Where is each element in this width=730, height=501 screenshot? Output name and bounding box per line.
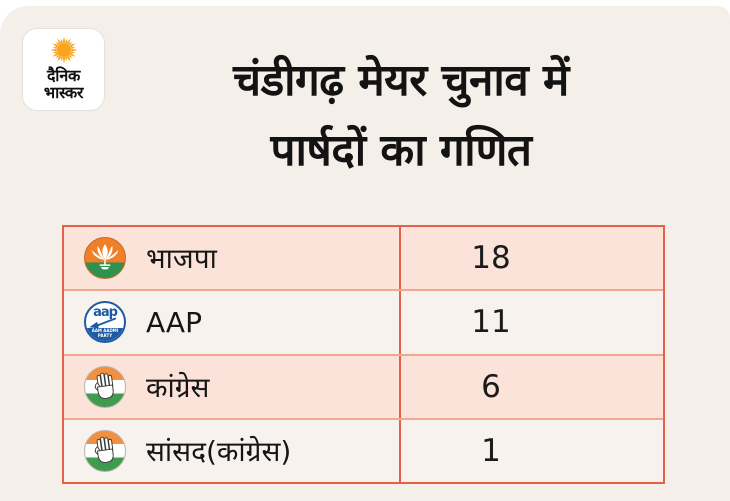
congress-hand-icon bbox=[84, 365, 126, 408]
logo-text-line2: भास्कर bbox=[43, 83, 84, 103]
party-cell-bjp: भाजपा bbox=[64, 227, 399, 289]
party-label: AAP bbox=[146, 305, 202, 339]
dainik-bhaskar-logo: दैनिक भास्कर bbox=[22, 28, 105, 111]
aap-logo-icon: aap AAM AADMI PARTY bbox=[84, 301, 126, 344]
sun-burst-icon bbox=[50, 36, 77, 64]
logo-text-line1: दैनिक bbox=[47, 66, 80, 85]
table-row-aap: aap AAM AADMI PARTY AAP 11 bbox=[64, 289, 663, 354]
aap-word: aap bbox=[93, 305, 118, 321]
party-label: कांग्रेस bbox=[146, 370, 210, 404]
party-cell-mp-congress: सांसद(कांग्रेस) bbox=[64, 420, 399, 482]
seat-count-bjp: 18 bbox=[399, 227, 663, 290]
seats-table: भाजपा 18 aap AAM AADMI PARTY bbox=[62, 225, 665, 484]
bjp-lotus-icon bbox=[84, 237, 126, 280]
party-label: सांसद(कांग्रेस) bbox=[146, 434, 292, 468]
party-cell-aap: aap AAM AADMI PARTY AAP bbox=[64, 291, 399, 353]
page-title-line2: पार्षदों का गणित bbox=[270, 125, 532, 177]
seat-count-mp-congress: 1 bbox=[399, 419, 663, 482]
party-cell-congress: कांग्रेस bbox=[64, 356, 399, 418]
table-row-congress: कांग्रेस 6 bbox=[64, 353, 663, 418]
table-row-bjp: भाजपा 18 bbox=[64, 227, 663, 290]
logo-text: दैनिक भास्कर bbox=[43, 66, 84, 103]
seat-count-congress: 6 bbox=[399, 355, 663, 418]
party-label: भाजपा bbox=[146, 242, 217, 276]
infographic-card: दैनिक भास्कर चंडीगढ़ मेयर चुनाव में पार्… bbox=[0, 6, 730, 501]
congress-hand-icon bbox=[84, 429, 126, 472]
aap-band-text: AAM AADMI PARTY bbox=[86, 328, 124, 342]
table-row-mp-congress: सांसद(कांग्रेस) 1 bbox=[64, 417, 663, 482]
page-title-line1: चंडीगढ़ मेयर चुनाव में bbox=[233, 55, 569, 106]
seat-count-aap: 11 bbox=[399, 291, 663, 354]
page-title: चंडीगढ़ मेयर चुनाव में पार्षदों का गणित bbox=[105, 46, 697, 187]
